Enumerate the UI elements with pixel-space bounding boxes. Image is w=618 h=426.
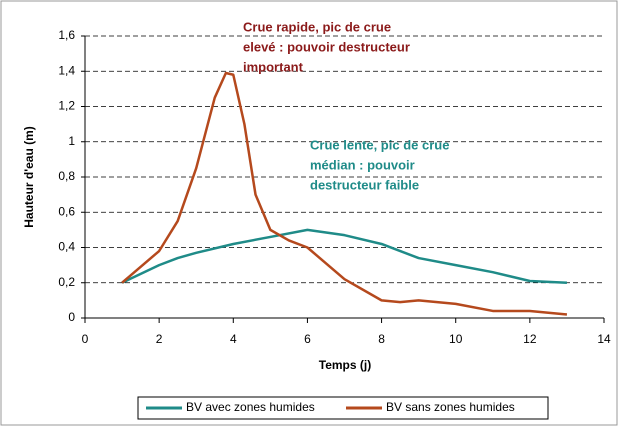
line-series: [121, 71, 568, 316]
legend-label: BV sans zones humides: [386, 400, 515, 414]
y-tick-label: 1,6: [58, 28, 75, 42]
annotation: elevé : pouvoir destructeur: [243, 39, 410, 54]
legend-label: BV avec zones humides: [186, 400, 315, 414]
y-tick-label: 1,4: [58, 63, 75, 77]
y-tick-label: 0: [68, 310, 75, 324]
annotation: destructeur faible: [310, 177, 419, 192]
x-tick-label: 2: [156, 332, 163, 346]
line-series: [121, 228, 567, 284]
annotation: Crue rapide, pic de crue: [243, 19, 391, 34]
x-axis-label: Temps (j): [319, 358, 371, 372]
annotation: Crue lente, pic de crue: [310, 137, 449, 152]
x-tick-label: 14: [597, 332, 611, 346]
x-tick-label: 6: [304, 332, 311, 346]
x-tick-label: 10: [449, 332, 463, 346]
y-tick-label: 0,6: [58, 204, 75, 218]
y-tick-label: 0,4: [58, 240, 75, 254]
x-tick-label: 8: [378, 332, 385, 346]
x-tick-label: 4: [230, 332, 237, 346]
annotation: important: [243, 59, 304, 74]
y-tick-label: 0,2: [58, 275, 75, 289]
y-tick-label: 0,8: [58, 169, 75, 183]
annotation: médian : pouvoir: [310, 157, 415, 172]
y-tick-label: 1,2: [58, 99, 75, 113]
x-tick-label: 12: [523, 332, 537, 346]
x-tick-label: 0: [82, 332, 89, 346]
legend-box: [137, 396, 549, 420]
y-tick-label: 1: [68, 134, 75, 148]
y-axis-label: Hauteur d'eau (m): [22, 126, 36, 228]
